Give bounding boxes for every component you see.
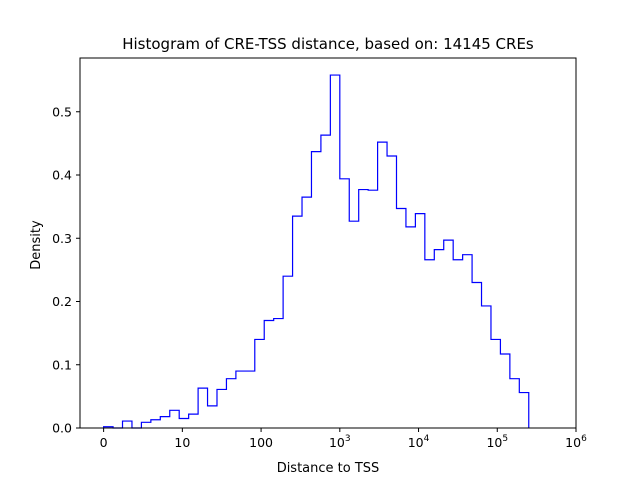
x-axis-label: Distance to TSS xyxy=(277,461,380,476)
chart-title: Histogram of CRE-TSS distance, based on:… xyxy=(122,35,534,53)
axes-frame xyxy=(79,57,577,429)
y-tick-label: 0.3 xyxy=(52,231,72,246)
y-tick-label: 0.0 xyxy=(52,421,72,436)
y-tick-label: 0.2 xyxy=(52,294,72,309)
x-tick-label: 10 xyxy=(174,435,190,450)
x-tick-label: 100 xyxy=(249,435,273,450)
y-tick-label: 0.5 xyxy=(52,104,72,119)
x-tick-label: 105 xyxy=(486,434,508,450)
y-tick-label: 0.4 xyxy=(52,168,72,183)
y-tick-label: 0.1 xyxy=(52,357,72,372)
x-tick-label: 103 xyxy=(329,434,351,450)
x-tick-label: 106 xyxy=(565,434,587,450)
histogram-step-line xyxy=(103,74,530,429)
x-tick-label: 0 xyxy=(100,435,108,450)
x-tick-label: 104 xyxy=(408,434,430,450)
y-axis-label: Density xyxy=(29,220,44,270)
plot-area: 0 10 100 103 104 105 106 0.0 0.1 0.2 0.3 0.4 0.5 xyxy=(52,57,587,450)
